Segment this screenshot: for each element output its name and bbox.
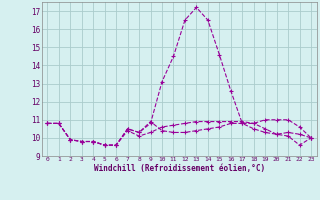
X-axis label: Windchill (Refroidissement éolien,°C): Windchill (Refroidissement éolien,°C) [94,164,265,173]
